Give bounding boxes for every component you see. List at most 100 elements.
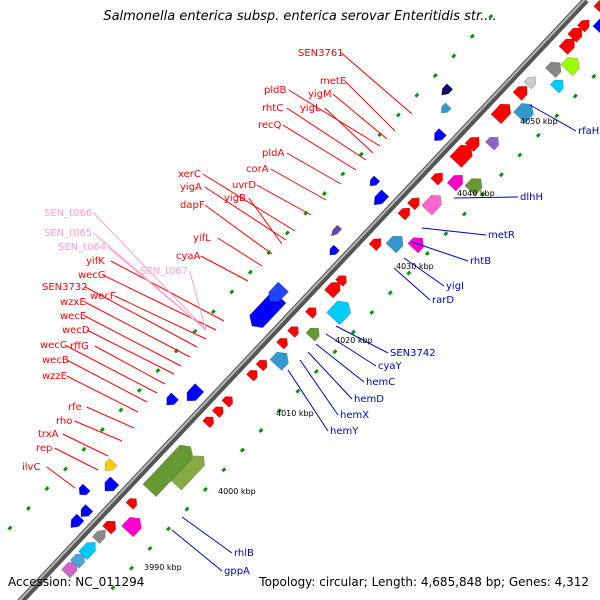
gene-label-forward: pldB	[264, 85, 286, 96]
gene-block	[368, 238, 382, 252]
gene-shape	[335, 275, 347, 287]
gene-label-forward: wecD	[62, 325, 90, 336]
gene-shape	[544, 61, 562, 79]
scale-tick-mark	[313, 368, 319, 374]
gene-leader-line	[110, 260, 225, 322]
scale-tick-mark	[395, 112, 401, 118]
gene-block	[80, 504, 94, 517]
gene-shape	[211, 406, 224, 418]
scale-tick-mark	[591, 73, 597, 79]
gene-leader-line	[315, 343, 365, 383]
gene-shape	[484, 136, 499, 151]
gene-label-forward: xerC	[178, 169, 201, 180]
scale-tick-mark	[554, 113, 560, 119]
gene-shape	[369, 175, 381, 187]
gene-label-forward: SEN_t066	[44, 208, 92, 219]
gene-shape	[287, 326, 299, 338]
scale-tick-mark	[369, 309, 375, 315]
gene-label-forward: SEN_t064	[58, 242, 106, 253]
gene-shape	[576, 19, 590, 33]
gene-block	[576, 19, 590, 33]
backbone-line	[17, 0, 589, 600]
gene-label-forward: yigA	[180, 182, 202, 193]
gene-label-reverse: metR	[488, 230, 515, 241]
gene-label-forward: wecG	[78, 270, 106, 281]
gene-label-forward: ilvC	[22, 462, 40, 473]
gene-block	[549, 79, 564, 94]
gene-shape	[385, 235, 404, 254]
scale-tick-label: 4040 kbp	[457, 189, 495, 198]
gene-shape	[464, 136, 480, 152]
scale-tick-mark	[535, 132, 541, 138]
scale-tick-mark	[258, 427, 264, 433]
gene-shape	[512, 85, 528, 101]
gene-label-forward: rffG	[70, 341, 89, 352]
accession-line: Accession: NC_011294	[8, 575, 144, 589]
gene-block	[434, 128, 447, 141]
gene-shape	[441, 83, 454, 96]
gene-leader-line	[102, 274, 217, 331]
scale-tick-mark	[266, 250, 272, 256]
gene-label-forward: rho	[56, 416, 72, 427]
length-value: 4,685,848 bp;	[420, 575, 506, 589]
gene-label-forward: recQ	[258, 120, 282, 131]
gene-leader-line	[86, 406, 135, 429]
gene-shape	[330, 224, 343, 237]
gene-label-reverse: rfaH	[578, 126, 599, 137]
scale-tick-mark	[229, 289, 235, 295]
scale-tick-mark	[387, 290, 393, 296]
gene-shape	[91, 529, 106, 545]
scale-tick-mark	[165, 526, 171, 532]
topology-value: circular;	[319, 575, 368, 589]
gene-block	[558, 38, 575, 55]
topology-label: Topology:	[259, 575, 316, 589]
gene-label-forward: yifL	[193, 233, 211, 244]
gene-block	[78, 483, 91, 496]
topology-line: Topology: circular; Length: 4,685,848 bp…	[259, 575, 589, 589]
scale-tick-mark	[321, 191, 327, 197]
gene-block	[255, 359, 268, 372]
gene-leader-line	[94, 345, 166, 385]
scale-tick-label: 4020 kbp	[335, 336, 373, 345]
gene-leader-line	[62, 433, 109, 457]
scale-tick-mark	[155, 368, 161, 374]
gene-leader-line	[84, 301, 191, 358]
gene-shape	[221, 396, 234, 408]
gene-leader-line	[204, 204, 273, 255]
gene-shape	[558, 38, 575, 55]
gene-shape	[69, 553, 85, 569]
gene-shape	[593, 0, 600, 15]
gene-block	[104, 458, 118, 471]
scale-tick-mark	[284, 230, 290, 236]
scale-tick-mark	[451, 53, 457, 59]
genome-title: Salmonella enterica subsp. enterica sero…	[103, 9, 497, 24]
gene-block	[61, 561, 78, 579]
gene-label-reverse: hemX	[340, 410, 369, 421]
gene-leader-line	[344, 80, 396, 132]
scale-tick-label: 4000 kbp	[218, 487, 256, 496]
gene-shape	[78, 483, 91, 496]
gene-block	[304, 307, 317, 319]
gene-leader-line	[288, 89, 381, 147]
scale-tick-label: 4010 kbp	[276, 409, 314, 418]
gene-block	[544, 61, 562, 79]
scale-tick-mark	[44, 486, 50, 492]
scale-tick-mark	[498, 172, 504, 178]
gene-label-reverse: hemC	[366, 377, 395, 388]
gene-label-forward: rfe	[68, 402, 82, 413]
gene-shape	[421, 194, 442, 216]
gene-label-forward: dapF	[180, 200, 205, 211]
scale-tick-mark	[332, 349, 338, 355]
gene-leader-line	[282, 124, 357, 171]
scale-tick-mark	[350, 329, 356, 335]
gene-block	[484, 136, 499, 151]
gene-shape	[326, 300, 352, 326]
gene-block	[464, 136, 480, 152]
gene-leader-line	[93, 212, 207, 331]
gene-shape	[80, 504, 94, 517]
scale-tick-mark	[488, 14, 494, 20]
gene-block	[441, 83, 454, 96]
gene-block	[78, 542, 96, 560]
scale-tick-mark	[406, 270, 412, 276]
gene-shape	[407, 237, 424, 254]
